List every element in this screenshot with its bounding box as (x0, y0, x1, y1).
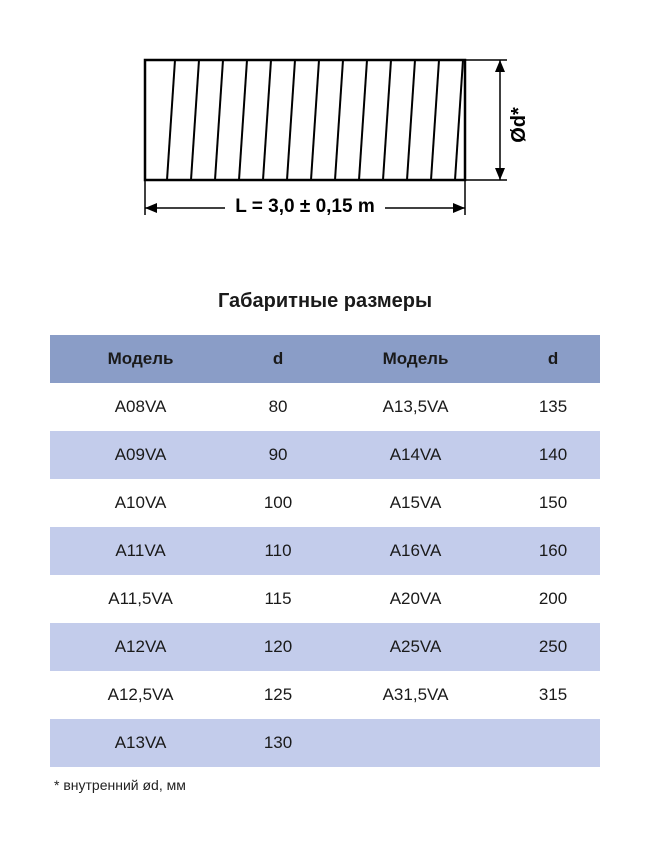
diameter-label: Ød* (508, 107, 530, 143)
footnote: * внутренний ød, мм (50, 777, 600, 793)
table-cell: 150 (506, 479, 600, 527)
table-title: Габаритные размеры (50, 290, 600, 313)
table-cell: A20VA (325, 575, 506, 623)
table-cell: A31,5VA (325, 671, 506, 719)
table-cell: 135 (506, 383, 600, 431)
table-cell: A12VA (50, 623, 231, 671)
table-row: A10VA100A15VA150 (50, 479, 600, 527)
table-row: A09VA90A14VA140 (50, 431, 600, 479)
table-row: A12VA120A25VA250 (50, 623, 600, 671)
table-row: A11,5VA115A20VA200 (50, 575, 600, 623)
table-cell: 90 (231, 431, 325, 479)
table-cell: A11,5VA (50, 575, 231, 623)
table-cell: A12,5VA (50, 671, 231, 719)
table-cell: 110 (231, 527, 325, 575)
table-cell: A14VA (325, 431, 506, 479)
table-cell: A09VA (50, 431, 231, 479)
table-cell: 100 (231, 479, 325, 527)
table-row: A08VA80A13,5VA135 (50, 383, 600, 431)
length-label: L = 3,0 ± 0,15 m (235, 196, 374, 217)
table-cell: 250 (506, 623, 600, 671)
table-row: A12,5VA125A31,5VA315 (50, 671, 600, 719)
table-header-row: Модель d Модель d (50, 335, 600, 383)
duct-diagram-svg: Ød* L = 3,0 ± 0,15 m (105, 40, 545, 260)
table-cell: 315 (506, 671, 600, 719)
col-model-2: Модель (325, 335, 506, 383)
table-cell: 80 (231, 383, 325, 431)
table-row: A13VA130 (50, 719, 600, 767)
table-cell (506, 719, 600, 767)
table-cell: 140 (506, 431, 600, 479)
table-cell: A08VA (50, 383, 231, 431)
dimensions-table: Модель d Модель d A08VA80A13,5VA135A09VA… (50, 335, 600, 767)
table-cell (325, 719, 506, 767)
table-cell: A15VA (325, 479, 506, 527)
table-cell: 130 (231, 719, 325, 767)
table-cell: A13,5VA (325, 383, 506, 431)
diagram: Ød* L = 3,0 ± 0,15 m (50, 40, 600, 260)
col-model-1: Модель (50, 335, 231, 383)
table-cell: A25VA (325, 623, 506, 671)
table-cell: 160 (506, 527, 600, 575)
table-row: A11VA110A16VA160 (50, 527, 600, 575)
col-d-1: d (231, 335, 325, 383)
table-cell: A13VA (50, 719, 231, 767)
table-cell: A16VA (325, 527, 506, 575)
table-cell: 200 (506, 575, 600, 623)
col-d-2: d (506, 335, 600, 383)
table-cell: 115 (231, 575, 325, 623)
table-cell: A10VA (50, 479, 231, 527)
table-cell: 120 (231, 623, 325, 671)
table-cell: 125 (231, 671, 325, 719)
table-cell: A11VA (50, 527, 231, 575)
